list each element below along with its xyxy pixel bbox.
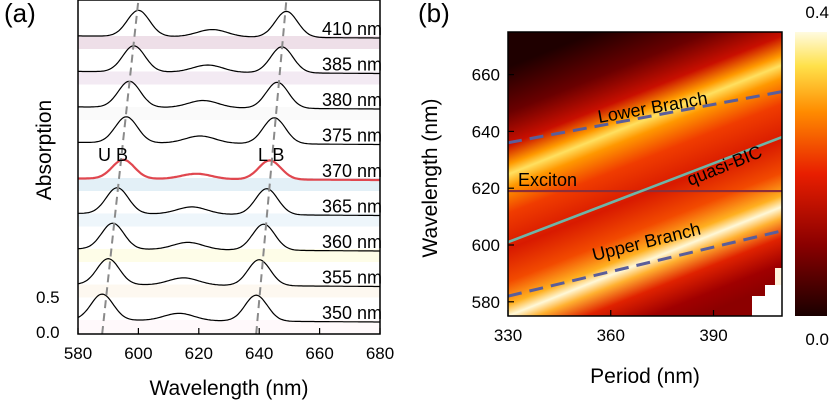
spectrum-band-350-nm: [78, 320, 380, 333]
panel-b-y-axis-title: Wavelength (nm): [419, 98, 442, 257]
annotation-ub: U B: [98, 145, 128, 165]
line-lower-branch: [508, 90, 782, 145]
spectrum-line-375-nm: [78, 116, 380, 146]
heatmap-white-patch-b: [752, 296, 766, 316]
annotation-lb: L B: [258, 145, 284, 165]
panel-a-x-tick-660: 660: [305, 344, 333, 363]
annotation-exciton: Exciton: [518, 170, 577, 190]
panel-b-x-tick-390: 390: [699, 326, 727, 345]
series-label-360-nm: 360 nm: [322, 232, 382, 252]
panel-a-x-tick-580: 580: [64, 344, 92, 363]
panel-b-y-tick-620: 620: [472, 179, 500, 198]
spectrum-band-360-nm: [78, 249, 380, 262]
spectrum-line-365-nm: [78, 187, 380, 217]
panel-a-x-tick-640: 640: [245, 344, 273, 363]
spectrum-band-355-nm: [78, 284, 380, 298]
panel-b-y-tick-600: 600: [472, 236, 500, 255]
series-label-365-nm: 365 nm: [322, 197, 382, 217]
panel-b-axes-frame: [507, 31, 783, 317]
panel-b-y-tick-660: 660: [472, 66, 500, 85]
series-label-380-nm: 380 nm: [322, 90, 382, 110]
spectrum-line-355-nm: [78, 257, 380, 288]
panel-b-x-tick-360: 360: [597, 326, 625, 345]
heatmap-background: [508, 32, 782, 316]
panel-a-axes-frame: [77, 0, 381, 335]
spectrum-line-410-nm: [78, 9, 380, 39]
spectrum-line-370-nm: [78, 158, 380, 182]
series-label-410-nm: 410 nm: [322, 19, 382, 39]
panel-a-x-tick-600: 600: [124, 344, 152, 363]
line-quasi-bic: [508, 135, 782, 244]
series-label-350-nm: 350 nm: [322, 303, 382, 323]
panel-a-y-tick-1: 0.5: [36, 288, 60, 307]
spectrum-band-380-nm: [78, 107, 380, 120]
spectrum-line-385-nm: [78, 45, 380, 75]
line-upper-branch: [508, 229, 782, 298]
spectrum-band-385-nm: [78, 71, 380, 85]
trend-line-ub: [101, 0, 140, 334]
panel-a-x-axis-title: Wavelength (nm): [149, 377, 308, 400]
panel-b-label: (b): [418, 0, 450, 28]
panel-a-x-tick-620: 620: [185, 344, 213, 363]
colorbar-max-label: 0.4: [805, 3, 829, 22]
panel-a-y-axis-title: Absorption: [33, 100, 56, 200]
panel-a-label: (a): [4, 0, 36, 28]
series-label-355-nm: 355 nm: [322, 268, 382, 288]
panel-b: (b) 330 360 390 580 600 620 640 660 Period (nm…: [418, 0, 829, 388]
series-label-370-nm: 370 nm: [322, 161, 382, 181]
spectrum-band-375-nm: [78, 142, 380, 156]
heatmap-white-patch-a: [765, 285, 782, 316]
spectrum-line-360-nm: [78, 222, 380, 252]
panel-a-y-tick-0: 0.0: [36, 323, 60, 342]
panel-b-y-tick-580: 580: [472, 293, 500, 312]
heatmap-white-patch-c: [775, 268, 782, 285]
panel-b-x-tick-330: 330: [494, 326, 522, 345]
colorbar-min-label: 0.0: [805, 330, 829, 349]
series-label-375-nm: 375 nm: [322, 126, 382, 146]
panel-a-x-tick-680: 680: [366, 344, 394, 363]
series-label-385-nm: 385 nm: [322, 55, 382, 75]
colorbar: [795, 32, 827, 316]
spectrum-band-365-nm: [78, 213, 380, 227]
panel-b-y-tick-640: 640: [472, 122, 500, 141]
spectrum-band-370-nm: [78, 178, 380, 191]
panel-a: (a) 350 nm 355 nm 360 nm 365 nm 370 nm 375 nm…: [4, 0, 394, 400]
trend-line-lb: [255, 0, 288, 334]
spectrum-line-350-nm: [78, 293, 380, 323]
spectrum-line-380-nm: [78, 80, 380, 110]
panel-b-x-axis-title: Period (nm): [590, 365, 700, 388]
spectrum-band-410-nm: [78, 36, 380, 49]
